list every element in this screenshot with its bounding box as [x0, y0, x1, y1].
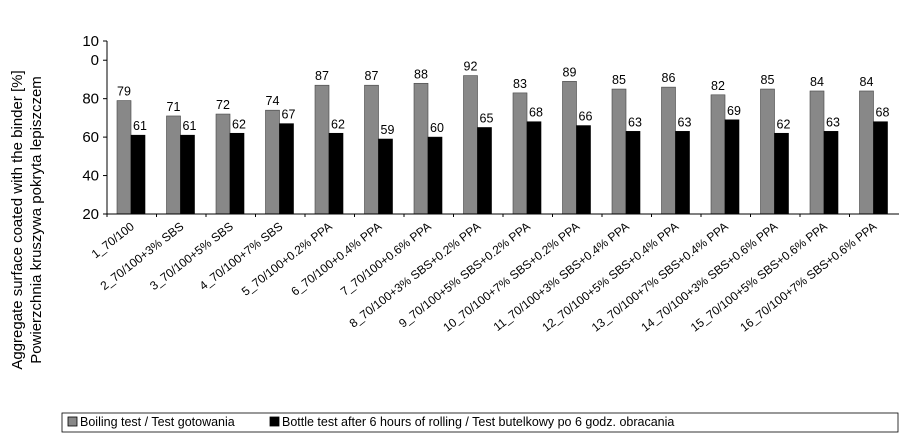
- data-label-boiling: 87: [365, 69, 379, 83]
- bar-bottle-test: [229, 132, 245, 215]
- data-label-boiling: 79: [117, 85, 131, 99]
- y-axis-title: Aggregate surface coated with the binder…: [9, 70, 45, 369]
- data-label-bottle: 63: [628, 115, 642, 129]
- bar-bottle-test: [427, 136, 443, 215]
- data-label-bottle: 67: [282, 108, 296, 122]
- x-tick-label: 5_70/100+0.2% PPA: [239, 219, 335, 298]
- plot-area: 7961716172627467876287598860926583688966…: [116, 60, 890, 215]
- data-label-bottle: 68: [529, 106, 543, 120]
- data-label-bottle: 60: [430, 121, 444, 135]
- bar-boiling-test: [413, 82, 429, 215]
- bar-bottle-test: [328, 132, 344, 215]
- y-tick-label: 10: [82, 33, 99, 50]
- data-label-bottle: 65: [480, 112, 494, 126]
- legend-label-bottle: Bottle test after 6 hours of rolling / T…: [282, 415, 674, 429]
- bar-boiling-test: [364, 84, 379, 215]
- bar-boiling-test: [710, 94, 726, 215]
- bar-boiling-test: [215, 113, 231, 215]
- y-tick-label: 40: [82, 168, 99, 185]
- x-tick-label: 1_70/100: [89, 219, 137, 261]
- data-label-boiling: 71: [167, 100, 181, 114]
- bar-bottle-test: [279, 123, 294, 215]
- legend-frame: [61, 412, 899, 433]
- data-label-boiling: 84: [810, 75, 824, 89]
- bar-bottle-test: [576, 125, 591, 215]
- data-label-bottle: 62: [232, 117, 246, 131]
- bar-boiling-test: [265, 109, 280, 215]
- bar-boiling-test: [859, 90, 874, 215]
- data-label-bottle: 63: [678, 115, 692, 129]
- bar-boiling-test: [166, 115, 181, 215]
- data-label-bottle: 68: [876, 106, 890, 120]
- bar-bottle-test: [873, 121, 888, 215]
- data-label-bottle: 59: [381, 123, 395, 137]
- x-tick-label: 2_70/100+3% SBS: [98, 219, 187, 293]
- bar-bottle-test: [724, 119, 740, 215]
- data-label-bottle: 66: [579, 110, 593, 124]
- x-tick-label: 6_70/100+0.4% PPA: [288, 219, 384, 298]
- data-label-boiling: 87: [315, 69, 329, 83]
- data-label-bottle: 62: [777, 117, 791, 131]
- data-label-boiling: 82: [711, 79, 725, 93]
- x-tick-label: 7_70/100+0.6% PPA: [338, 219, 434, 298]
- bar-bottle-test: [180, 134, 195, 215]
- bar-bottle-test: [675, 131, 690, 215]
- bar-boiling-test: [314, 84, 330, 215]
- data-label-boiling: 88: [414, 67, 428, 81]
- data-label-boiling: 84: [860, 75, 874, 89]
- x-tick-label: 3_70/100+5% SBS: [147, 219, 236, 293]
- y-axis-title-line-1: Aggregate surface coated with the binder…: [9, 70, 26, 369]
- y-axis: 20 40 60 80 0 10: [82, 33, 107, 223]
- data-label-boiling: 85: [761, 73, 775, 87]
- bar-bottle-test: [130, 134, 146, 215]
- y-tick-label: 60: [82, 129, 99, 146]
- legend-swatch-boiling: [67, 416, 78, 427]
- bar-bottle-test: [526, 121, 542, 215]
- bar-boiling-test: [463, 75, 478, 215]
- data-label-bottle: 62: [331, 117, 345, 131]
- y-tick-label: 80: [82, 91, 99, 108]
- bar-boiling-test: [611, 88, 627, 215]
- data-label-boiling: 85: [612, 73, 626, 87]
- bar-bottle-test: [477, 127, 492, 215]
- bar-boiling-test: [809, 90, 825, 215]
- bar-boiling-test: [116, 100, 132, 215]
- data-label-boiling: 89: [563, 65, 577, 79]
- data-label-bottle: 61: [133, 119, 147, 133]
- legend: Boiling test / Test gotowania Bottle tes…: [61, 412, 899, 433]
- x-tick-label: 4_70/100+7% SBS: [197, 219, 286, 293]
- data-label-boiling: 92: [464, 60, 478, 74]
- data-label-bottle: 61: [183, 119, 197, 133]
- data-label-boiling: 83: [513, 77, 527, 91]
- bar-bottle-test: [823, 131, 839, 215]
- bar-boiling-test: [512, 92, 528, 215]
- y-tick-label: 0: [91, 52, 99, 69]
- y-tick-label: 20: [82, 206, 99, 223]
- bar-boiling-test: [661, 86, 676, 215]
- data-label-bottle: 63: [826, 115, 840, 129]
- data-label-bottle: 69: [727, 104, 741, 118]
- legend-label-boiling: Boiling test / Test gotowania: [80, 415, 235, 429]
- data-label-boiling: 86: [662, 71, 676, 85]
- legend-swatch-bottle: [269, 416, 280, 427]
- bar-bottle-test: [774, 132, 789, 215]
- data-label-boiling: 72: [216, 98, 230, 112]
- bar-boiling-test: [760, 88, 775, 215]
- bar-boiling-test: [562, 81, 577, 215]
- bar-bottle-test: [625, 131, 641, 215]
- y-axis-title-line-2: Powierzchnia kruszywa pokryta lepiszczem: [28, 76, 45, 364]
- bar-bottle-test: [378, 138, 393, 215]
- data-label-boiling: 74: [266, 94, 280, 108]
